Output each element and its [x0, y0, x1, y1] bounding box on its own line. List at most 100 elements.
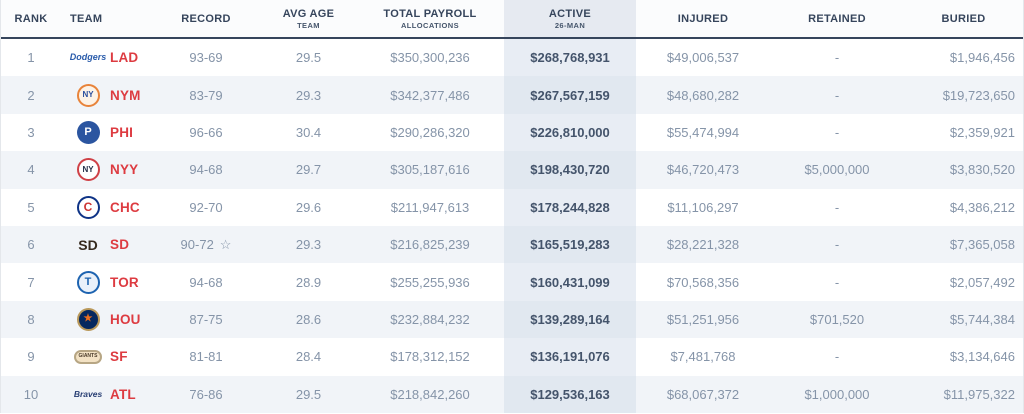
team-cell[interactable]: ★ HOU: [61, 300, 151, 339]
avg-age-cell: 29.7: [261, 151, 356, 189]
retained-payroll-cell: -: [834, 199, 840, 215]
team-abbr-link[interactable]: PHI: [110, 124, 134, 140]
record-cell: 76-86: [151, 375, 261, 413]
team-abbr-link[interactable]: SF: [110, 349, 128, 365]
active-payroll-cell: $268,768,931: [504, 38, 636, 77]
column-header-team[interactable]: TEAM: [61, 0, 151, 39]
rank-cell: 8: [1, 300, 61, 339]
payroll-table-body: 1 Dodgers LAD 93-69 29.5 $350,300,236 $2…: [1, 38, 1023, 413]
record-cell: 92-70: [151, 189, 261, 226]
buried-payroll-cell: $2,359,921: [949, 124, 1015, 140]
team-abbr-link[interactable]: ATL: [110, 386, 136, 402]
team-abbr-link[interactable]: LAD: [110, 50, 139, 66]
clinched-star-icon: ☆: [219, 236, 232, 252]
team-cell[interactable]: Braves ATL: [61, 375, 151, 413]
team-abbr-link[interactable]: CHC: [110, 199, 140, 215]
injured-payroll-cell: $7,481,768: [670, 349, 736, 365]
table-row: 10 Braves ATL 76-86 29.5 $218,842,260 $1…: [1, 375, 1023, 413]
column-header-active-label: ACTIVE: [548, 7, 592, 20]
injured-payroll-cell: $11,106,297: [667, 199, 739, 215]
total-payroll-cell: $211,947,613: [390, 199, 470, 215]
column-header-avg-age-sublabel: TEAM: [297, 20, 320, 30]
total-payroll-cell: $232,884,232: [356, 300, 504, 339]
column-header-avg-age-label: AVG AGE: [282, 7, 335, 20]
record-cell: 81-81: [151, 338, 261, 375]
retained-payroll-cell: -: [834, 274, 840, 290]
column-header-injured[interactable]: INJURED: [636, 0, 770, 39]
avg-age-cell: 29.3: [261, 225, 356, 264]
column-header-total-payroll[interactable]: TOTAL PAYROLL ALLOCATIONS: [356, 0, 504, 39]
buried-payroll-cell: $19,723,650: [904, 76, 1023, 114]
cubs-logo-icon: C: [76, 195, 100, 219]
table-row: 5 C CHC 92-70 29.6 $211,947,613 $178,244…: [1, 188, 1023, 226]
table-row: 1 Dodgers LAD 93-69 29.5 $350,300,236 $2…: [1, 38, 1023, 77]
team-abbr-link[interactable]: NYM: [110, 87, 141, 103]
rank-cell: 6: [1, 225, 61, 264]
column-header-record[interactable]: RECORD: [151, 0, 261, 39]
yankees-logo-icon: NY: [76, 158, 100, 182]
total-payroll-cell: $350,300,236: [390, 50, 470, 66]
total-payroll-cell: $178,312,152: [390, 349, 470, 365]
column-header-active-sublabel: 26-MAN: [554, 20, 586, 30]
table-row: 8 ★ HOU 87-75 28.6 $232,884,232 $139,289…: [1, 300, 1023, 339]
retained-payroll-cell: -: [770, 76, 904, 114]
record-cell: 94-68: [151, 263, 261, 300]
rank-cell: 4: [1, 151, 61, 189]
retained-payroll-cell: $5,000,000: [770, 151, 904, 189]
retained-payroll-cell: $701,520: [770, 300, 904, 339]
record-cell: 93-69: [151, 38, 261, 76]
team-cell[interactable]: GIANTS SF: [61, 338, 151, 375]
avg-age-cell: 28.6: [261, 300, 356, 339]
active-payroll-cell: $226,810,000: [504, 113, 636, 152]
column-header-buried[interactable]: BURIED: [904, 0, 1023, 39]
column-header-rank[interactable]: RANK: [1, 0, 61, 39]
phillies-logo-icon: P: [76, 120, 100, 144]
injured-payroll-cell: $70,568,356: [666, 274, 740, 290]
avg-age-cell: 29.5: [261, 375, 356, 413]
team-cell[interactable]: T TOR: [61, 263, 151, 300]
retained-payroll-cell: -: [770, 225, 904, 264]
avg-age-cell: 28.4: [295, 349, 322, 365]
record-cell: 90-72 ☆: [151, 225, 261, 264]
team-cell[interactable]: SD SD: [61, 225, 151, 264]
total-payroll-cell: $290,286,320: [390, 124, 470, 140]
avg-age-cell: 29.6: [295, 199, 322, 215]
team-cell[interactable]: Dodgers LAD: [61, 38, 151, 76]
injured-payroll-cell: $48,680,282: [636, 76, 770, 114]
team-abbr-link[interactable]: SD: [110, 237, 130, 253]
team-cell[interactable]: NY NYM: [61, 76, 151, 114]
record-value: 92-70: [189, 199, 223, 215]
team-cell[interactable]: P PHI: [61, 114, 151, 151]
active-payroll-cell: $129,536,163: [504, 375, 636, 413]
record-value: 87-75: [189, 311, 223, 327]
team-cell[interactable]: C CHC: [61, 189, 151, 226]
record-cell: 87-75: [151, 300, 261, 339]
total-payroll-cell: $216,825,239: [356, 225, 504, 264]
team-abbr-link[interactable]: HOU: [110, 311, 141, 327]
record-value: 90-72: [180, 236, 214, 252]
column-header-retained[interactable]: RETAINED: [770, 0, 904, 39]
column-header-total-payroll-label: TOTAL PAYROLL: [383, 7, 477, 20]
team-cell[interactable]: NY NYY: [61, 151, 151, 189]
total-payroll-cell: $342,377,486: [356, 76, 504, 114]
record-value: 81-81: [189, 349, 223, 365]
injured-payroll-cell: $28,221,328: [636, 225, 770, 264]
avg-age-cell: 30.4: [295, 124, 322, 140]
rank-cell: 9: [27, 349, 35, 365]
record-value: 76-86: [189, 386, 223, 402]
buried-payroll-cell: $3,830,520: [904, 151, 1023, 189]
column-header-avg-age[interactable]: AVG AGE TEAM: [261, 0, 356, 39]
team-abbr-link[interactable]: TOR: [110, 274, 139, 290]
record-value: 96-66: [189, 124, 223, 140]
retained-payroll-cell: -: [834, 50, 840, 66]
giants-logo-icon: GIANTS: [74, 349, 102, 364]
team-abbr-link[interactable]: NYY: [110, 162, 139, 178]
table-row: 9 GIANTS SF 81-81 28.4 $178,312,152 $136…: [1, 338, 1023, 376]
mets-logo-icon: NY: [76, 83, 100, 107]
astros-logo-icon: ★: [76, 307, 100, 331]
record-cell: 83-79: [151, 76, 261, 114]
record-value: 94-68: [189, 274, 223, 290]
column-header-active[interactable]: ACTIVE 26-MAN: [504, 0, 636, 39]
active-payroll-cell: $165,519,283: [504, 225, 636, 264]
table-header-row: RANK TEAM RECORD AVG AGE TEAM TOTAL PAYR…: [1, 0, 1023, 39]
